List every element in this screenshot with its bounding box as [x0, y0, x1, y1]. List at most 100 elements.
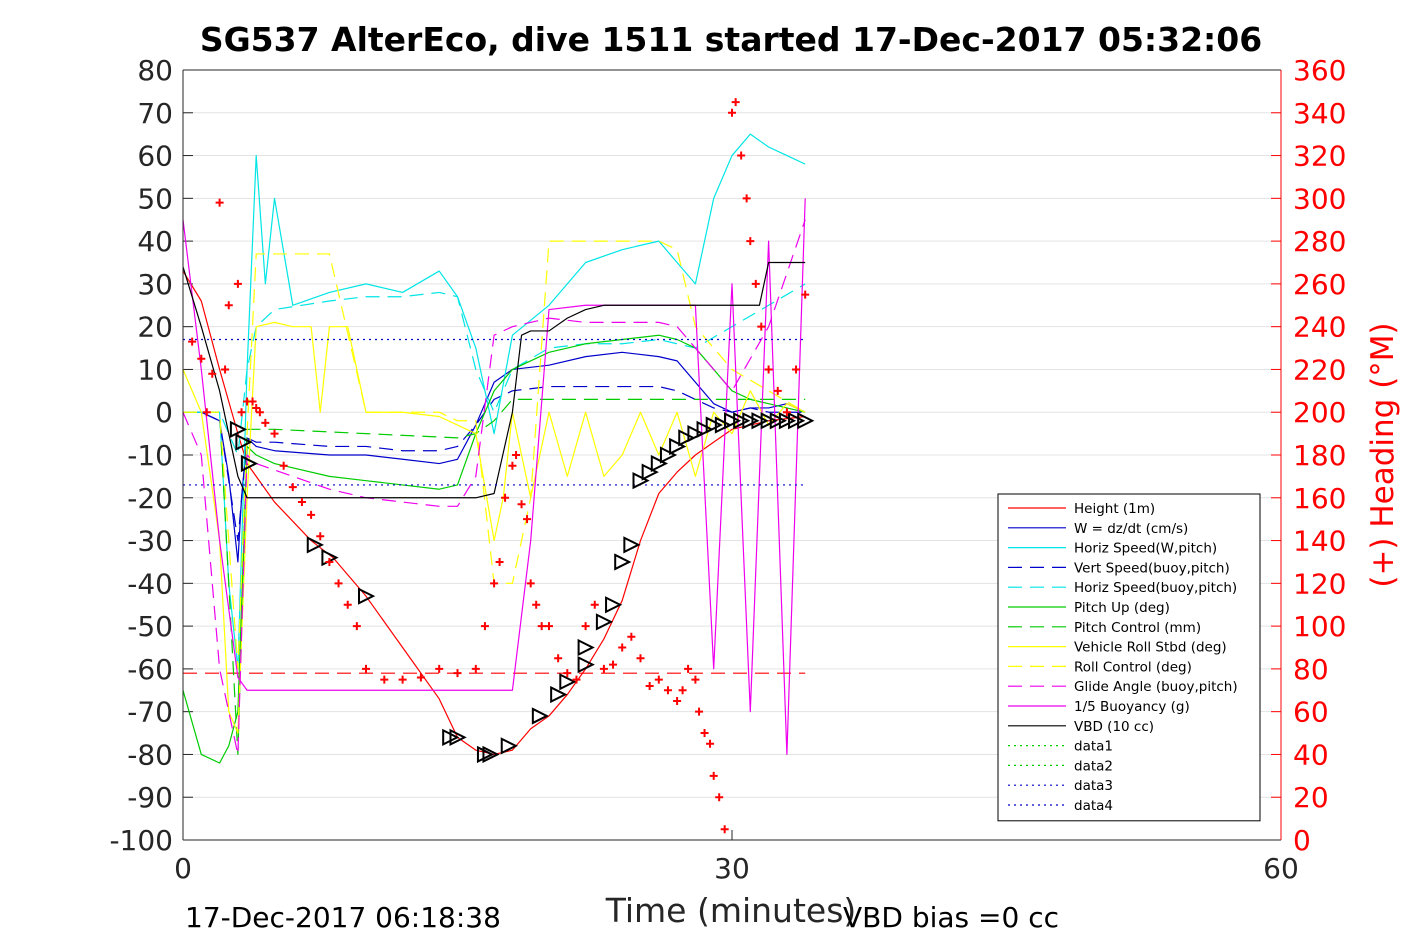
heading-point [352, 622, 361, 631]
series-line [183, 198, 806, 756]
height-triangle-marker [577, 638, 595, 657]
heading-point [316, 532, 325, 541]
y-right-tick-label: 20 [1293, 781, 1329, 814]
heading-point [764, 365, 773, 374]
y-tick-label: -80 [127, 738, 173, 771]
height-triangle-marker [714, 416, 733, 434]
series-line [183, 240, 806, 670]
height-triangle-marker [742, 412, 760, 430]
heading-point [261, 418, 270, 427]
heading-point [673, 696, 682, 705]
y-tick-label: -60 [127, 653, 173, 686]
heading-point [208, 369, 217, 378]
heading-point [480, 622, 489, 631]
heading-point [215, 198, 224, 207]
x-tick-label: 30 [714, 852, 750, 885]
heading-point [471, 664, 480, 673]
legend-label: data3 [1074, 778, 1113, 794]
heading-point [307, 510, 316, 519]
legend-box [997, 493, 1261, 822]
heading-point [545, 622, 553, 631]
heading-point [684, 664, 693, 673]
height-triangle-marker [449, 728, 467, 746]
legend-label: 1/5 Buoyancy (g) [1074, 699, 1190, 715]
series-line [183, 219, 806, 756]
height-triangle-marker [659, 446, 678, 464]
heading-point [453, 669, 462, 678]
heading-point [526, 579, 535, 588]
legend-label: Roll Control (deg) [1074, 659, 1192, 675]
legend-label: Vert Speed(buoy,pitch) [1074, 560, 1230, 576]
heading-point [737, 151, 746, 160]
heading-point [627, 632, 636, 641]
heading-point [334, 579, 343, 588]
heading-point [773, 386, 782, 395]
heading-point [728, 108, 736, 117]
height-triangle-marker [696, 420, 714, 438]
series-line [183, 133, 806, 670]
height-triangle-marker [482, 745, 500, 764]
legend-label: Horiz Speed(buoy,pitch) [1074, 580, 1237, 596]
y-right-tick-label: 280 [1293, 225, 1346, 258]
y-tick-label: -20 [127, 482, 173, 515]
legend-label: Pitch Up (deg) [1074, 600, 1170, 616]
heading-point [202, 408, 211, 417]
heading-point [279, 461, 288, 470]
height-triangle-marker [632, 472, 650, 490]
y-tick-label: -40 [127, 567, 173, 600]
footer-vbd-bias: VBD bias =0 cc [843, 901, 1059, 934]
height-triangle-marker [605, 596, 623, 614]
heading-point [537, 622, 546, 631]
y-right-tick-label: 180 [1293, 439, 1346, 472]
y-right-tick-label: 220 [1293, 353, 1346, 386]
height-triangle-marker [760, 412, 778, 430]
heading-point [691, 675, 700, 684]
height-triangle-marker [724, 412, 742, 430]
height-triangle-marker [650, 454, 669, 473]
heading-point [792, 365, 801, 374]
y-right-tick-label: 40 [1293, 738, 1329, 771]
legend-label: Pitch Control (mm) [1074, 620, 1201, 636]
heading-point [288, 483, 297, 492]
height-triangle-marker [705, 416, 723, 434]
height-triangle-marker [595, 613, 614, 631]
y-right-tick-label: 340 [1293, 97, 1346, 130]
height-triangle-marker [577, 655, 595, 674]
heading-point [700, 729, 709, 738]
heading-point [609, 660, 618, 669]
y-tick-label: 40 [137, 225, 173, 258]
y-tick-label: 20 [137, 311, 173, 344]
height-triangle-marker [751, 412, 769, 430]
chart-title: SG537 AlterEco, dive 1511 started 17-Dec… [200, 20, 1262, 59]
height-triangle-marker [229, 420, 248, 438]
heading-point [709, 771, 718, 780]
height-triangle-marker [733, 412, 751, 430]
heading-point [554, 654, 563, 663]
heading-point [746, 237, 755, 246]
y-tick-label: -50 [127, 610, 173, 643]
legend-label: data4 [1074, 798, 1113, 814]
heading-point [523, 515, 532, 524]
y-right-tick-label: 60 [1293, 696, 1329, 729]
heading-point [255, 408, 264, 417]
height-triangle-marker [778, 412, 797, 430]
height-triangle-marker [623, 536, 641, 554]
legend-label: Vehicle Roll Stbd (deg) [1074, 640, 1227, 656]
series-line [183, 261, 806, 499]
heading-point [599, 664, 608, 673]
heading-point [663, 686, 672, 695]
heading-point [508, 461, 517, 470]
heading-point [343, 600, 352, 609]
heading-point [572, 675, 581, 684]
height-triangle-marker [235, 433, 253, 451]
height-triangle-marker [358, 587, 376, 605]
legend-label: Glide Angle (buoy,pitch) [1074, 679, 1238, 695]
heading-point [517, 500, 526, 509]
heading-point [782, 408, 791, 417]
legend-label: W = dz/dt (cm/s) [1074, 521, 1188, 537]
heading-point [501, 493, 510, 502]
plot-area [183, 98, 815, 834]
heading-point [715, 793, 724, 802]
